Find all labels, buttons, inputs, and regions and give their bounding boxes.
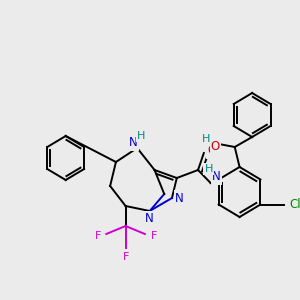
Text: N: N	[212, 170, 221, 184]
Text: O: O	[207, 145, 216, 158]
Text: N: N	[129, 136, 138, 149]
Text: N: N	[175, 191, 184, 205]
Text: F: F	[122, 252, 129, 262]
Text: H: H	[137, 131, 145, 141]
Text: H: H	[205, 164, 213, 174]
Text: F: F	[94, 231, 101, 241]
Text: H: H	[202, 134, 210, 144]
Text: O: O	[211, 140, 220, 154]
Text: N: N	[146, 212, 154, 226]
Text: Cl: Cl	[290, 198, 300, 211]
Text: F: F	[150, 231, 157, 241]
